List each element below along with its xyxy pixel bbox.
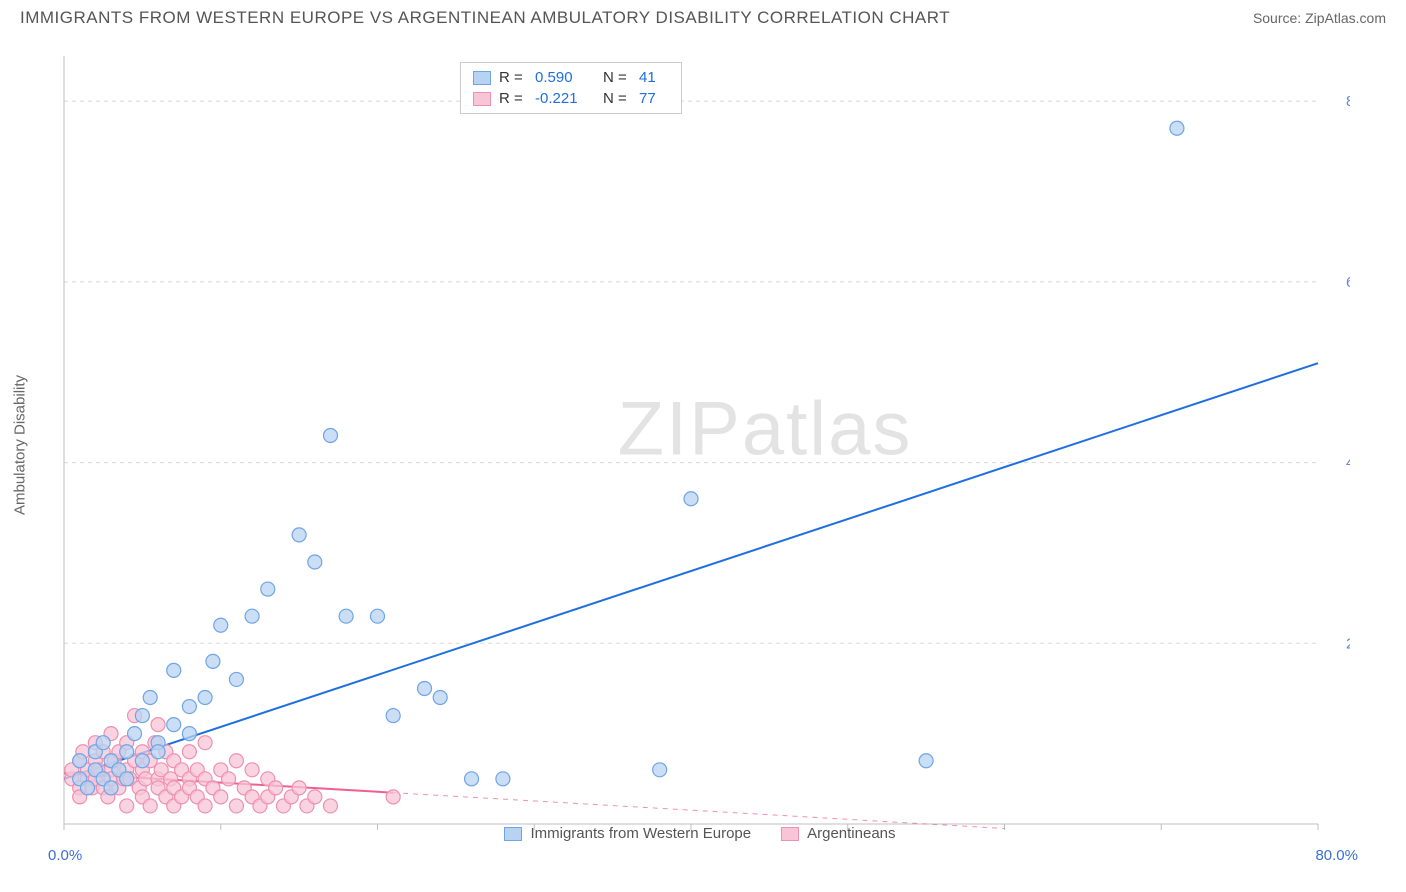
n-value-blue: 41	[639, 69, 669, 86]
series-legend: Immigrants from Western Europe Argentine…	[50, 825, 1350, 842]
r-value-pink: -0.221	[535, 90, 595, 107]
legend-row: R = -0.221 N = 77	[473, 88, 669, 109]
r-value-blue: 0.590	[535, 69, 595, 86]
scatter-plot: 20.0% 40.0% 60.0% 80.0%	[50, 50, 1350, 840]
legend-swatch-blue	[473, 71, 491, 85]
legend-item: Immigrants from Western Europe	[504, 825, 751, 842]
y-tick-label: 80.0%	[1346, 93, 1350, 110]
source-label: Source: ZipAtlas.com	[1253, 10, 1386, 26]
x-axis-min-label: 0.0%	[48, 847, 82, 864]
legend-item: Argentineans	[781, 825, 895, 842]
chart-title: IMMIGRANTS FROM WESTERN EUROPE VS ARGENT…	[20, 8, 950, 28]
legend-swatch-pink	[781, 827, 799, 841]
x-axis-max-label: 80.0%	[1315, 847, 1358, 864]
legend-swatch-blue	[504, 827, 522, 841]
legend-label: Argentineans	[807, 825, 895, 842]
y-tick-label: 60.0%	[1346, 274, 1350, 291]
y-tick-label: 20.0%	[1346, 635, 1350, 652]
legend-swatch-pink	[473, 92, 491, 106]
correlation-legend: R = 0.590 N = 41 R = -0.221 N = 77	[460, 62, 682, 114]
legend-row: R = 0.590 N = 41	[473, 67, 669, 88]
plot-container: Ambulatory Disability ZIPatlas 20.0%40.0…	[50, 50, 1350, 840]
n-value-pink: 77	[639, 90, 669, 107]
y-axis-label: Ambulatory Disability	[12, 375, 29, 515]
legend-label: Immigrants from Western Europe	[530, 825, 751, 842]
y-tick-label: 40.0%	[1346, 455, 1350, 472]
